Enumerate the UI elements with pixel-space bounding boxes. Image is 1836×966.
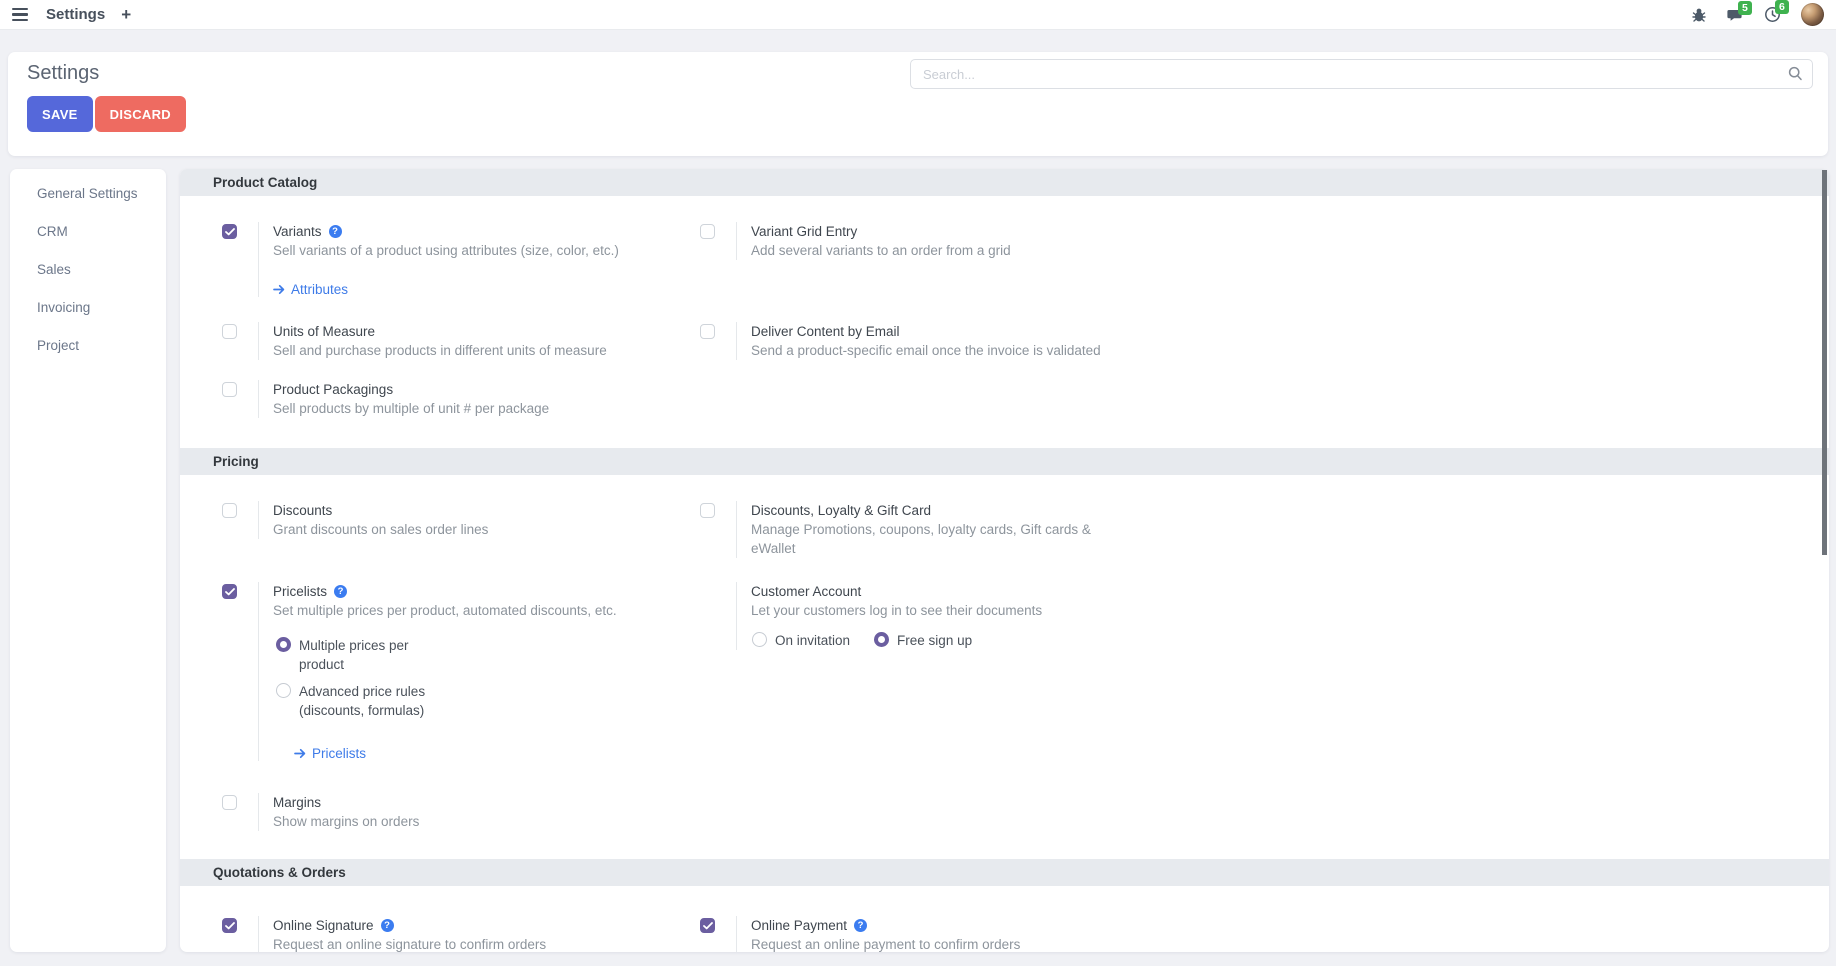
setting-customer-account: Customer Account Let your customers log … <box>700 582 1829 761</box>
setting-description: Set multiple prices per product, automat… <box>273 603 617 618</box>
setting-description: Sell variants of a product using attribu… <box>273 243 619 258</box>
product-packagings-checkbox[interactable] <box>222 382 237 397</box>
help-icon[interactable] <box>380 919 394 932</box>
setting-variants: Variants Sell variants of a product usin… <box>222 222 700 297</box>
sidebar-item-general-settings[interactable]: General Settings <box>37 186 138 201</box>
settings-header-card: Settings SAVE DISCARD <box>8 52 1828 156</box>
setting-pricelists: Pricelists Set multiple prices per produ… <box>222 582 700 761</box>
setting-description: Request an online payment to confirm ord… <box>751 937 1021 952</box>
setting-description: Add several variants to an order from a … <box>751 243 1011 258</box>
arrow-right-icon <box>273 284 285 295</box>
sidebar-item-crm[interactable]: CRM <box>37 224 68 239</box>
setting-label: Online Signature <box>273 918 374 933</box>
setting-row: Margins Show margins on orders <box>222 793 1829 831</box>
setting-description: Send a product-specific email once the i… <box>751 343 1101 358</box>
setting-loyalty-gift-card: Discounts, Loyalty & Gift Card Manage Pr… <box>700 501 1829 558</box>
new-tab-button[interactable]: + <box>121 5 132 24</box>
online-payment-checkbox[interactable] <box>700 918 715 933</box>
section-header-product-catalog: Product Catalog <box>180 169 1829 196</box>
setting-description: Manage Promotions, coupons, loyalty card… <box>751 522 1091 556</box>
messages-icon[interactable]: 5 <box>1727 0 1752 23</box>
setting-description: Sell and purchase products in different … <box>273 343 607 358</box>
section-header-pricing: Pricing <box>180 448 1829 475</box>
pricelists-checkbox[interactable] <box>222 584 237 599</box>
setting-deliver-content-by-email: Deliver Content by Email Send a product-… <box>700 322 1829 360</box>
page-title: Settings <box>27 62 100 84</box>
section-header-quotations-orders: Quotations & Orders <box>180 859 1829 886</box>
help-icon[interactable] <box>854 919 868 932</box>
setting-label: Discounts, Loyalty & Gift Card <box>751 503 932 518</box>
setting-margins: Margins Show margins on orders <box>222 793 700 831</box>
setting-variant-grid-entry: Variant Grid Entry Add several variants … <box>700 222 1829 297</box>
attributes-link[interactable]: Attributes <box>273 282 619 297</box>
setting-description: Request an online signature to confirm o… <box>273 937 547 952</box>
settings-sidebar: General Settings CRM Sales Invoicing Pro… <box>10 169 166 952</box>
setting-online-payment: Online Payment Request an online payment… <box>700 916 1829 952</box>
setting-label: Online Payment <box>751 918 848 933</box>
top-navbar: Settings + 5 6 <box>0 0 1836 30</box>
loyalty-checkbox[interactable] <box>700 503 715 518</box>
pricelists-link[interactable]: Pricelists <box>294 746 617 761</box>
setting-discounts: Discounts Grant discounts on sales order… <box>222 501 700 558</box>
variant-grid-entry-checkbox[interactable] <box>700 224 715 239</box>
deliver-content-checkbox[interactable] <box>700 324 715 339</box>
search-input[interactable] <box>910 59 1813 89</box>
arrow-right-icon <box>294 748 306 759</box>
setting-description: Grant discounts on sales order lines <box>273 522 489 537</box>
setting-units-of-measure: Units of Measure Sell and purchase produ… <box>222 322 700 360</box>
setting-description: Let your customers log in to see their d… <box>751 603 1043 618</box>
discard-button[interactable]: DISCARD <box>94 96 186 132</box>
debug-bug-icon[interactable] <box>1691 7 1707 23</box>
setting-row: Online Signature Request an online signa… <box>222 916 1829 952</box>
margins-checkbox[interactable] <box>222 795 237 810</box>
pricelists-radio-group: Multiple prices per product Advanced pri… <box>276 636 617 720</box>
setting-label: Deliver Content by Email <box>751 324 900 339</box>
setting-row: Variants Sell variants of a product usin… <box>222 222 1829 297</box>
setting-label: Product Packagings <box>273 382 394 397</box>
setting-label: Discounts <box>273 503 333 518</box>
radio-advanced-price-rules[interactable]: Advanced price rules (discounts, formula… <box>276 682 617 720</box>
help-icon[interactable] <box>334 585 348 598</box>
radio-icon <box>276 637 291 652</box>
setting-row: Product Packagings Sell products by mult… <box>222 380 1829 418</box>
setting-label: Customer Account <box>751 584 862 599</box>
search-icon[interactable] <box>1788 66 1803 86</box>
units-of-measure-checkbox[interactable] <box>222 324 237 339</box>
settings-content: Product Catalog Variants Sell variants o… <box>180 169 1829 952</box>
online-signature-checkbox[interactable] <box>222 918 237 933</box>
discounts-checkbox[interactable] <box>222 503 237 518</box>
setting-description: Show margins on orders <box>273 814 420 829</box>
radio-multiple-prices[interactable]: Multiple prices per product <box>276 636 617 674</box>
app-title: Settings <box>46 6 106 23</box>
sidebar-item-invoicing[interactable]: Invoicing <box>37 300 91 315</box>
setting-online-signature: Online Signature Request an online signa… <box>222 916 700 952</box>
vertical-scrollbar-thumb[interactable] <box>1822 170 1827 555</box>
setting-label: Variant Grid Entry <box>751 224 858 239</box>
setting-product-packagings: Product Packagings Sell products by mult… <box>222 380 700 418</box>
setting-label: Pricelists <box>273 584 328 599</box>
setting-description: Sell products by multiple of unit # per … <box>273 401 550 416</box>
activities-clock-icon[interactable]: 6 <box>1764 0 1789 23</box>
sidebar-item-project[interactable]: Project <box>37 338 80 353</box>
variants-checkbox[interactable] <box>222 224 237 239</box>
customer-account-radio-group: On invitation Free sign up <box>752 631 1042 650</box>
setting-row: Pricelists Set multiple prices per produ… <box>222 582 1829 761</box>
setting-row: Discounts Grant discounts on sales order… <box>222 501 1829 558</box>
setting-label: Units of Measure <box>273 324 376 339</box>
radio-icon <box>752 632 767 647</box>
setting-label: Variants <box>273 224 322 239</box>
radio-icon <box>874 632 890 647</box>
radio-free-sign-up[interactable]: Free sign up <box>874 631 972 650</box>
activities-badge: 6 <box>1775 0 1789 14</box>
user-avatar[interactable] <box>1801 3 1824 26</box>
radio-on-invitation[interactable]: On invitation <box>752 631 850 650</box>
messages-badge: 5 <box>1738 0 1752 15</box>
help-icon[interactable] <box>328 225 342 238</box>
hamburger-menu-icon[interactable] <box>10 6 30 24</box>
save-button[interactable]: SAVE <box>27 96 93 132</box>
radio-icon <box>276 683 291 698</box>
setting-row: Units of Measure Sell and purchase produ… <box>222 322 1829 360</box>
sidebar-item-sales[interactable]: Sales <box>37 262 71 277</box>
setting-label: Margins <box>273 795 322 810</box>
